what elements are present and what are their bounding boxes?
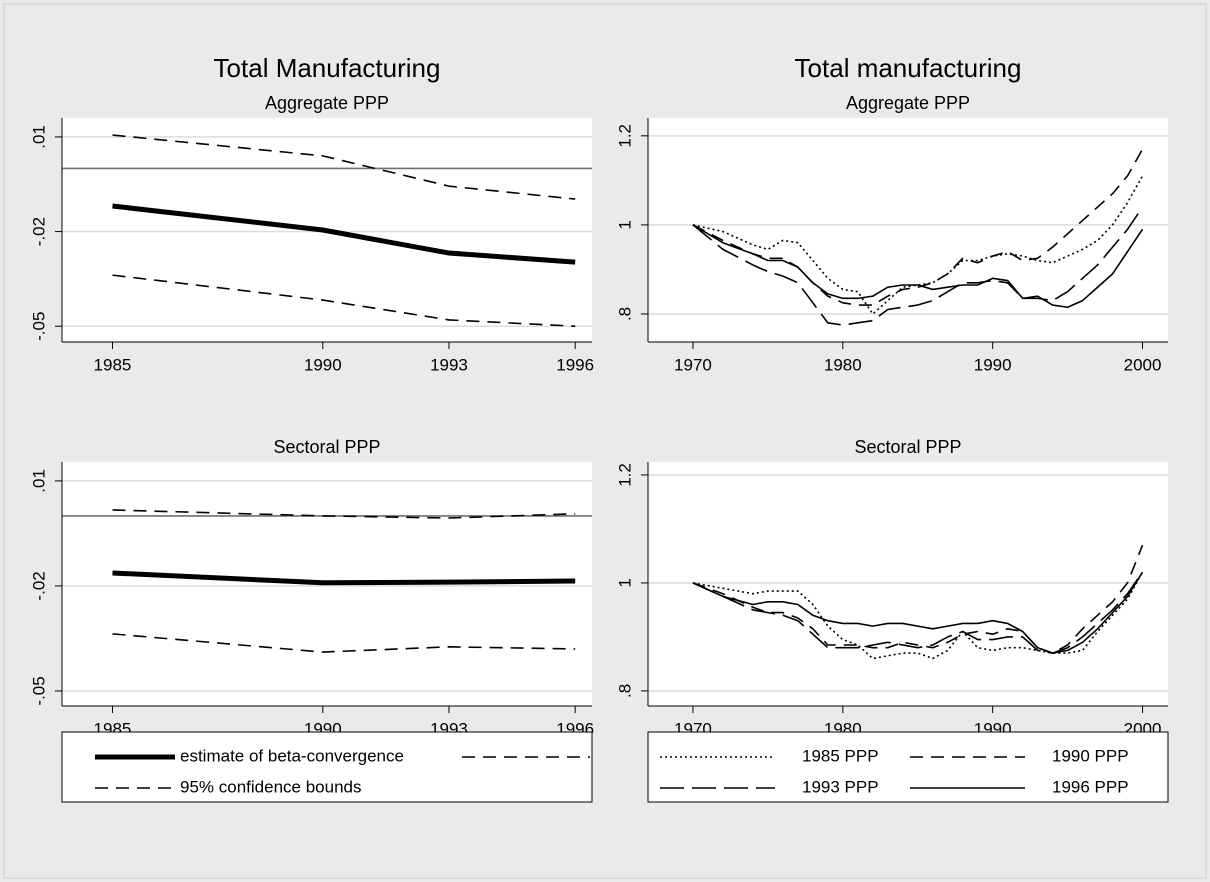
plot-area <box>648 118 1168 342</box>
x-tick-label: 1990 <box>974 355 1012 374</box>
data-line <box>692 206 1144 326</box>
y-tick-label: 1.2 <box>615 124 634 148</box>
data-line <box>112 633 576 653</box>
chart-subtitle: Aggregate PPP <box>846 93 970 113</box>
data-line <box>112 134 576 200</box>
data-line <box>692 544 1144 654</box>
x-tick-label: 1980 <box>824 355 862 374</box>
y-tick-label: 1.2 <box>615 463 634 487</box>
data-line <box>112 509 576 519</box>
legend-box <box>61 731 593 803</box>
y-tick-label: 1 <box>615 220 634 229</box>
chart-title: Total manufacturing <box>795 53 1022 83</box>
data-line <box>112 274 576 328</box>
y-tick-label: -.02 <box>29 217 48 246</box>
plot-area <box>648 462 1168 706</box>
data-line <box>692 224 1144 309</box>
x-tick-label: 1996 <box>556 355 594 374</box>
y-tick-label: .8 <box>615 307 634 321</box>
legend-label: estimate of beta-convergence <box>180 746 404 765</box>
legend-box <box>647 731 1169 803</box>
y-tick-label: .8 <box>615 684 634 698</box>
data-line <box>692 571 1144 654</box>
legend-label: 1990 PPP <box>1052 746 1129 765</box>
data-line <box>692 571 1144 654</box>
y-tick-label: .01 <box>29 125 48 149</box>
legend-label: 1985 PPP <box>802 746 879 765</box>
frame <box>3 3 1207 879</box>
data-line <box>112 203 576 265</box>
legend-label: 1993 PPP <box>802 777 879 796</box>
x-tick-label: 1993 <box>430 355 468 374</box>
x-tick-label: 1970 <box>674 355 712 374</box>
legend-label: 95% confidence bounds <box>180 777 361 796</box>
data-line <box>112 570 576 586</box>
y-tick-label: -.05 <box>29 312 48 341</box>
y-tick-label: -.02 <box>29 571 48 600</box>
y-tick-label: 1 <box>615 578 634 587</box>
chart-subtitle: Sectoral PPP <box>854 437 961 457</box>
x-tick-label: 1985 <box>94 355 132 374</box>
data-line <box>692 175 1144 315</box>
chart-subtitle: Sectoral PPP <box>273 437 380 457</box>
chart-title: Total Manufacturing <box>214 53 441 83</box>
chart-subtitle: Aggregate PPP <box>265 93 389 113</box>
data-line <box>692 571 1144 660</box>
x-tick-label: 1990 <box>304 355 342 374</box>
legend-label: 1996 PPP <box>1052 777 1129 796</box>
x-tick-label: 2000 <box>1124 355 1162 374</box>
y-tick-label: -.05 <box>29 676 48 705</box>
y-tick-label: .01 <box>29 469 48 493</box>
